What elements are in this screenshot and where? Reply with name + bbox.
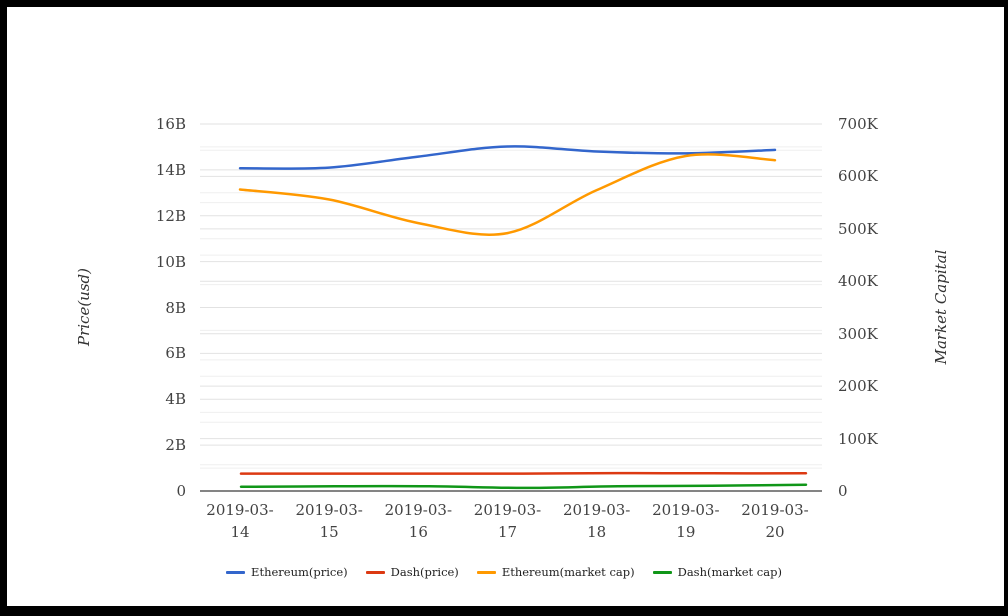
x-tick-label: 2019-03- 20 — [741, 501, 809, 541]
x-tick-label: 2019-03- 19 — [652, 501, 720, 541]
right-tick-label: 100K — [838, 429, 878, 448]
series-line-1 — [239, 471, 808, 475]
x-tick-label: 2019-03- 16 — [384, 501, 453, 541]
x-tick-label: 2019-03- 14 — [206, 501, 274, 541]
chart-legend: Ethereum(price) Dash(price) Ethereum(marke… — [0, 565, 1008, 579]
x-tick-label: 2019-03- 15 — [295, 501, 363, 541]
right-tick-label: 200K — [838, 377, 878, 396]
legend-item-3[interactable]: Dash(market cap) — [652, 565, 782, 579]
x-tick-label: 2019-03- 18 — [562, 501, 631, 541]
frame-border-left — [0, 0, 7, 616]
series-line-0 — [238, 145, 777, 170]
series-line-3 — [239, 483, 808, 490]
series-line-2 — [238, 153, 777, 236]
x-tick-label: 2019-03- 17 — [473, 501, 542, 541]
left-tick-label: 4B — [165, 390, 186, 409]
left-tick-label: 2B — [165, 436, 186, 455]
left-tick-label: 16B — [155, 115, 186, 133]
legend-label: Dash(price) — [390, 565, 459, 579]
frame-border-right — [1004, 0, 1008, 616]
legend-label: Ethereum(market cap) — [501, 565, 635, 579]
left-tick-label: 14B — [155, 160, 186, 179]
left-tick-label: 6B — [165, 344, 186, 363]
frame-border-bottom — [0, 606, 1008, 616]
legend-swatch-icon — [476, 570, 496, 574]
right-tick-label: 700K — [838, 115, 878, 133]
left-tick-label: 10B — [155, 252, 186, 271]
right-tick-label: 600K — [838, 167, 878, 186]
left-tick-label: 0 — [176, 482, 186, 500]
legend-item-0[interactable]: Ethereum(price) — [226, 565, 348, 579]
right-tick-label: 300K — [838, 324, 878, 343]
right-tick-label: 500K — [838, 219, 878, 238]
legend-label: Dash(market cap) — [677, 565, 782, 579]
legend-swatch-icon — [226, 570, 246, 574]
left-tick-label: 12B — [155, 206, 186, 225]
frame-border-top — [0, 0, 1008, 7]
legend-label: Ethereum(price) — [251, 565, 348, 579]
legend-item-1[interactable]: Dash(price) — [365, 565, 459, 579]
legend-swatch-icon — [652, 570, 672, 574]
legend-item-2[interactable]: Ethereum(market cap) — [476, 565, 635, 579]
right-axis-title: Market Capital — [932, 249, 950, 365]
right-tick-label: 0 — [838, 482, 848, 500]
right-tick-label: 400K — [838, 272, 878, 291]
left-tick-label: 8B — [165, 298, 186, 317]
legend-swatch-icon — [365, 570, 385, 574]
